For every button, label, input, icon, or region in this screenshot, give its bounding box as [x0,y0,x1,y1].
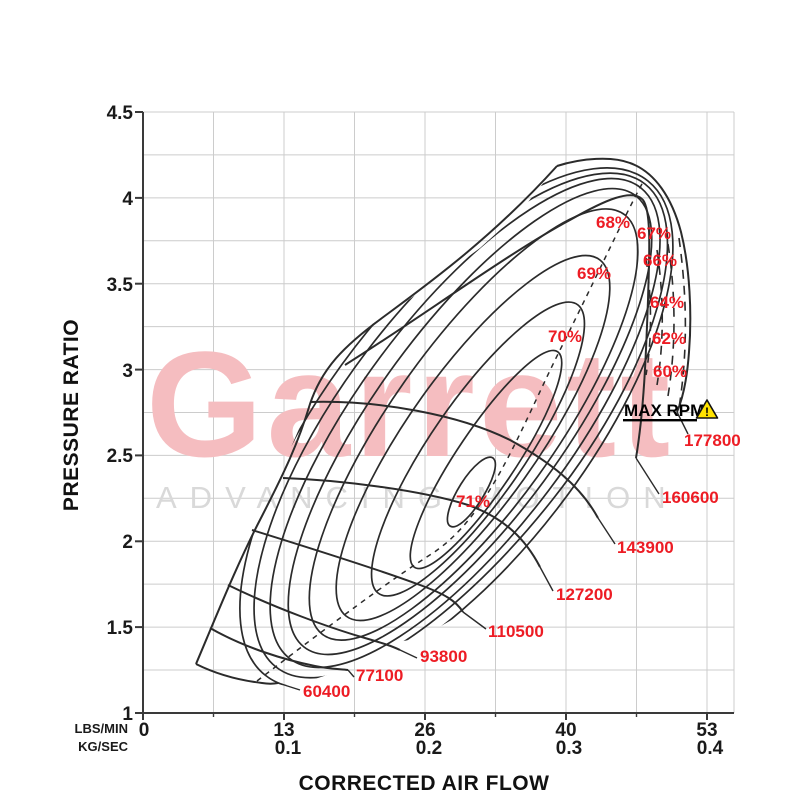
y-tick: 3 [122,361,133,382]
max-rpm-label: MAX RPM [624,401,704,420]
x-tick-lbs: 53 [696,720,717,741]
contour-64 [269,177,661,669]
x-tick-kg: 0.3 [556,738,582,759]
speed-line-160600 [344,194,651,459]
rpm-label-60400: 60400 [303,682,350,701]
efficiency-label-66: 66% [643,251,677,270]
rpm-label-77100: 77100 [356,666,403,685]
rpm-label-177800: 177800 [684,431,741,450]
rpm-label-110500: 110500 [488,622,544,641]
warning-triangle-icon: ! [695,399,719,419]
watermark-tagline: ADVANCING MOTION [156,480,679,515]
speed-line-110500 [251,529,464,613]
efficiency-label-71: 71% [456,492,490,511]
contour-67 [308,208,639,641]
y-axis-title: PRESSURE RATIO [60,319,83,511]
contour-69 [370,301,586,597]
rpm-labels: 60400 77100 93800 110500 127200 143900 1… [303,431,741,701]
efficiency-label-70: 70% [548,327,582,346]
warning-exclamation: ! [705,405,709,419]
max-rpm-underline [623,419,697,422]
speed-line-177800 [556,157,692,413]
watermark: Garrett ADVANCING MOTION [146,320,679,515]
speed-line-127200 [282,477,541,568]
efficiency-label-68: 68% [596,213,630,232]
efficiency-label-64: 64% [650,293,684,312]
y-tick: 1.5 [107,618,134,639]
contour-62 [253,172,669,679]
speed-lines [195,157,692,685]
surge-line [195,165,558,665]
y-tick: 1 [122,704,133,725]
x-unit-primary: LBS/MIN [75,721,128,736]
y-tick: 4.5 [107,103,134,124]
y-tick: 4 [122,189,133,210]
grid [142,111,735,713]
peak-efficiency-dashed-line [256,181,644,682]
speed-line-60400 [195,663,279,685]
x-tick-kg: 0.4 [697,738,724,759]
speed-line-93800 [227,584,401,651]
rpm-label-93800: 93800 [420,647,467,666]
x-tick-lbs: 13 [273,720,294,741]
speed-line-143900 [309,400,599,519]
y-tick: 3.5 [107,275,134,296]
axis-ticks [135,111,708,720]
contour-68 [335,254,611,622]
x-tick-lbs: 26 [414,720,435,741]
efficiency-label-62: 62% [652,329,686,348]
rpm-label-127200: 127200 [556,585,613,604]
x-tick-labels: LBS/MIN KG/SEC 0 13 26 40 53 0.1 0.2 0.3… [75,720,724,759]
efficiency-labels: 71% 70% 69% 68% 67% 66% 64% 62% 60% [456,213,687,511]
x-tick-kg: 0.1 [275,738,302,759]
x-axis-title: CORRECTED AIR FLOW [299,772,550,795]
axes [142,112,734,714]
x-unit-secondary: KG/SEC [78,739,128,754]
rpm-label-160600: 160600 [662,488,719,507]
choke-dashed-arcs [645,237,687,409]
efficiency-label-69: 69% [577,264,611,283]
rpm-label-143900: 143900 [617,538,674,557]
speed-line-77100 [209,627,349,671]
efficiency-label-67: 67% [637,224,671,243]
efficiency-label-60: 60% [653,362,687,381]
y-tick-labels: 4.5 4 3.5 3 2.5 2 1.5 1 [107,103,134,725]
y-tick: 2 [122,532,133,553]
y-tick: 2.5 [107,446,134,467]
x-tick-lbs: 40 [555,720,576,741]
x-tick-kg: 0.2 [416,738,442,759]
x-tick-lbs: 0 [139,720,150,741]
max-rpm-annotation: MAX RPM ! [623,399,719,422]
contour-70 [409,349,563,570]
rpm-leader-lines [277,411,689,691]
